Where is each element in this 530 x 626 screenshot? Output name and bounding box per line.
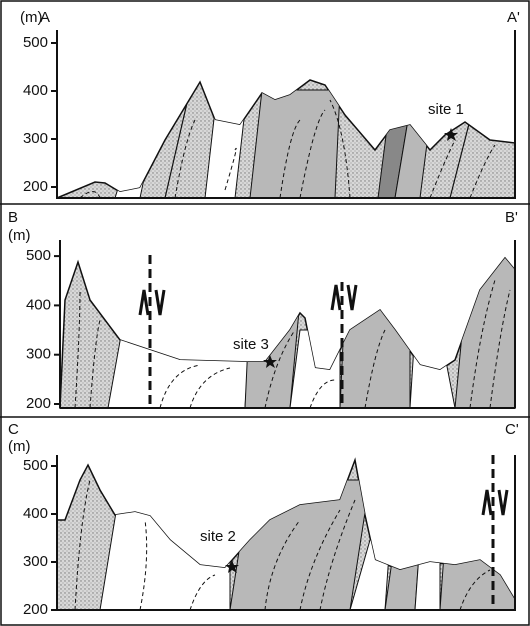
y-tick-label: 400 — [26, 296, 51, 313]
y-tick-label: 200 — [26, 395, 51, 412]
section-end-label: B — [8, 209, 18, 226]
y-tick-label: 200 — [23, 601, 48, 618]
section-b — [59, 240, 516, 409]
unit-label: (m) — [8, 438, 31, 455]
unit-label: (m) — [8, 227, 31, 244]
section-a — [56, 30, 516, 199]
section-end-label: B' — [505, 209, 518, 226]
site-marker — [225, 560, 239, 573]
y-tick-label: 200 — [23, 178, 48, 195]
y-tick-label: 300 — [26, 346, 51, 363]
site-label: site 1 — [428, 101, 464, 118]
section-end-label: A — [40, 9, 50, 26]
site-label: site 3 — [233, 336, 269, 353]
section-c — [56, 455, 516, 611]
section-end-label: C — [8, 421, 19, 438]
y-tick-label: 300 — [23, 130, 48, 147]
site-marker — [263, 355, 277, 368]
site-label: site 2 — [200, 528, 236, 545]
y-tick-label: 500 — [23, 34, 48, 51]
unit-label: (m) — [20, 9, 43, 26]
y-tick-label: 300 — [23, 553, 48, 570]
y-tick-label: 500 — [23, 457, 48, 474]
y-tick-label: 400 — [23, 82, 48, 99]
site-marker — [444, 128, 458, 141]
y-tick-label: 500 — [26, 247, 51, 264]
y-tick-label: 400 — [23, 505, 48, 522]
section-end-label: C' — [505, 421, 519, 438]
section-end-label: A' — [507, 9, 520, 26]
